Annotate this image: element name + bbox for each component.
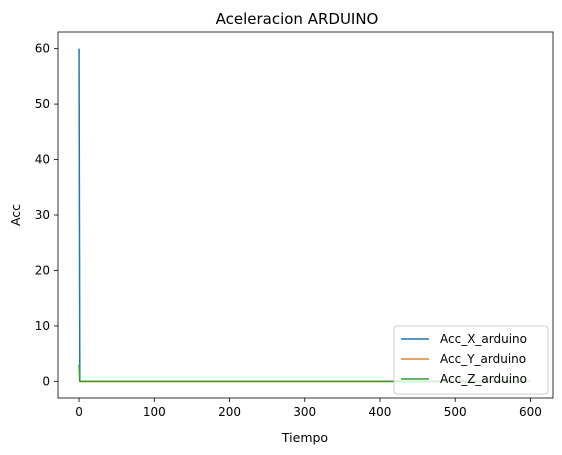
x-tick-label: 600 bbox=[519, 405, 542, 419]
y-tick-label: 0 bbox=[42, 374, 50, 388]
y-tick-label: 10 bbox=[35, 319, 50, 333]
x-tick-label: 0 bbox=[75, 405, 83, 419]
chart-title: Aceleracion ARDUINO bbox=[216, 10, 379, 28]
series-line-3 bbox=[78, 364, 531, 383]
legend: Acc_X_arduino Acc_Y_arduino Acc_Z_arduino bbox=[393, 325, 549, 395]
x-axis-label: Tiempo bbox=[281, 430, 328, 445]
legend-label-3: Acc_Z_arduino bbox=[440, 372, 527, 386]
x-tick-label: 200 bbox=[218, 405, 241, 419]
plot-area bbox=[57, 31, 554, 399]
y-tick-label: 30 bbox=[35, 208, 50, 222]
x-tick-label: 100 bbox=[143, 405, 166, 419]
x-tick-label: 300 bbox=[293, 405, 316, 419]
x-tick-label: 400 bbox=[369, 405, 392, 419]
legend-label-2: Acc_Y_arduino bbox=[440, 352, 526, 366]
y-tick-label: 40 bbox=[35, 153, 50, 167]
legend-box bbox=[393, 325, 549, 395]
x-axis: 0 100 200 300 400 500 600 bbox=[75, 398, 542, 419]
y-axis: 0 10 20 30 40 50 60 bbox=[35, 42, 58, 388]
legend-label-1: Acc_X_arduino bbox=[440, 332, 527, 346]
y-tick-label: 20 bbox=[35, 263, 50, 277]
y-axis-label: Acc bbox=[8, 204, 23, 226]
y-tick-label: 50 bbox=[35, 97, 50, 111]
x-tick-label: 500 bbox=[444, 405, 467, 419]
y-tick-label: 60 bbox=[35, 42, 50, 56]
series-layer bbox=[78, 48, 531, 383]
